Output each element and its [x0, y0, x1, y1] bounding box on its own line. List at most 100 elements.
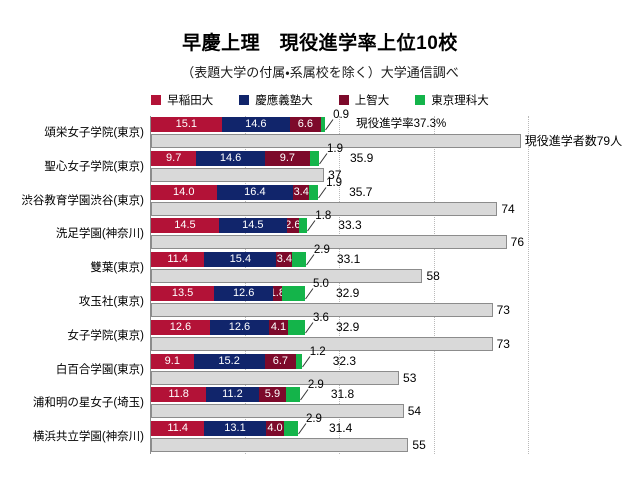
count-bar — [151, 404, 404, 419]
stacked-percent-bar: 11.8 11.2 5.9 — [151, 387, 300, 403]
legend-label: 東京理科大 — [431, 95, 489, 107]
segment-value-label: 9.7 — [166, 151, 182, 164]
stacked-percent-bar: 12.6 12.6 4.1 — [151, 319, 305, 335]
segment-value-label: 3.4 — [276, 253, 292, 266]
legend-entry: 東京理科大 — [415, 92, 489, 108]
row-total-label: 現役進学率37.3% — [356, 118, 447, 130]
segment-value-callout: 1.2 — [309, 345, 326, 358]
row-category-label: 渋谷教育学園渋谷(東京) — [21, 194, 144, 207]
stacked-percent-bar: 14.0 16.4 3.4 — [151, 184, 319, 200]
row-category-label: 洗足学園(神奈川) — [55, 228, 144, 241]
bar-segment: 1.8 — [273, 286, 282, 301]
segment-value-callout: 1.9 — [327, 142, 343, 155]
callout-leader-line — [305, 321, 314, 334]
segment-value-label: 14.0 — [173, 185, 195, 198]
count-value-label: 55 — [412, 438, 426, 453]
legend-label: 上智大 — [354, 95, 390, 107]
segment-value-label: 14.6 — [219, 151, 242, 164]
plot-area: 頌栄女子学院(東京) 15.1 14.6 6.6 0.9 現役進学率37.3% 現役進学者数… — [21, 109, 622, 454]
count-bar — [151, 269, 423, 284]
stacked-percent-bar: 9.7 14.6 9.7 — [151, 150, 319, 166]
bar-segment: 15.1 — [151, 117, 222, 132]
count-bar — [151, 134, 521, 148]
segment-value-callout: 2.9 — [305, 413, 322, 426]
bar-segment: 6.6 — [289, 117, 321, 132]
segment-value-label: 6.6 — [297, 118, 314, 130]
bar-segment: 11.4 — [151, 252, 205, 268]
count-value-label: 76 — [510, 235, 525, 250]
gridline-60 — [433, 116, 435, 454]
segment-value-callout: 2.9 — [307, 379, 324, 392]
bar-segment: 6.7 — [264, 353, 297, 369]
bar-segment — [320, 117, 326, 132]
bar-segment — [296, 353, 302, 369]
count-bar — [151, 201, 498, 216]
bar-segment: 11.4 — [151, 421, 205, 437]
legend-entry: 上智大 — [338, 92, 390, 108]
row-total-label: 32.9 — [335, 286, 360, 300]
segment-value-label: 16.4 — [244, 185, 266, 198]
segment-value-label: 1.8 — [273, 287, 281, 299]
row-category-label: 雙葉(東京) — [90, 262, 144, 275]
segment-value-callout: 1.8 — [315, 210, 332, 223]
row-category-label: 横浜共立学園(神奈川) — [32, 431, 144, 444]
value-axis-line — [150, 116, 151, 454]
chart-row: 雙葉(東京) 11.4 15.4 3.4 2.9 33.1 58 — [90, 245, 528, 285]
segment-value-label: 11.4 — [167, 422, 188, 435]
callout-leader-line — [305, 253, 315, 266]
chart-row: 頌栄女子学院(東京) 15.1 14.6 6.6 0.9 現役進学率37.3% 現役進学者数… — [44, 109, 622, 150]
count-bar — [151, 438, 409, 453]
gridline-80 — [528, 116, 529, 454]
row-total-label: 32.9 — [335, 319, 360, 334]
row-category-label: 頌栄女子学院(東京) — [44, 127, 144, 139]
bar-segment: 4.0 — [265, 421, 285, 437]
bar-segment — [292, 252, 306, 268]
bar-segment: 13.1 — [204, 421, 266, 437]
bar-segment — [288, 319, 305, 335]
segment-value-label: 2.6 — [286, 219, 299, 232]
row-total-label: 33.1 — [336, 252, 361, 267]
segment-value-label: 13.5 — [171, 287, 194, 299]
bar-segment: 2.6 — [286, 218, 299, 234]
chart-row: 浦和明の星女子(埼玉) 11.8 11.2 5.9 2.9 31.8 54 — [33, 380, 528, 420]
row-total-label: 32.3 — [332, 353, 357, 368]
callout-leader-line — [307, 219, 316, 232]
chart-row: 渋谷教育学園渋谷(東京) 14.0 16.4 3.4 1.9 35.7 74 — [21, 177, 528, 218]
segment-value-label: 6.7 — [272, 354, 289, 367]
stacked-percent-bar: 11.4 13.1 4.0 — [151, 421, 298, 437]
segment-value-label: 15.4 — [229, 253, 252, 266]
segment-value-label: 12.6 — [169, 320, 192, 333]
bar-segment: 3.4 — [276, 252, 293, 268]
callout-leader-line — [301, 355, 311, 367]
bar-segment: 13.5 — [151, 286, 215, 301]
bar-segment: 14.6 — [221, 117, 290, 132]
row-category-label: 攻玉社(東京) — [78, 296, 144, 308]
bar-segment: 5.9 — [258, 387, 287, 403]
chart-row: 聖心女子学院(東京) 9.7 14.6 9.7 1.9 35.9 37 — [44, 143, 528, 184]
bar-segment — [284, 421, 298, 437]
count-value-label: 73 — [496, 303, 510, 317]
stacked-percent-bar: 14.5 14.5 2.6 — [151, 218, 308, 234]
legend-entry: 早稲田大 — [151, 92, 213, 108]
bar-segment: 11.8 — [151, 387, 207, 403]
segment-value-callout: 1.9 — [326, 176, 343, 189]
segment-value-label: 5.9 — [264, 388, 281, 401]
count-value-label: 53 — [403, 370, 417, 385]
bar-segment: 9.1 — [151, 353, 194, 369]
segment-value-callout: 0.9 — [333, 109, 350, 121]
chart-row: 横浜共立学園(神奈川) 11.4 13.1 4.0 2.9 31.4 55 — [33, 414, 528, 454]
bar-segment: 14.5 — [151, 218, 219, 234]
row-total-label: 35.9 — [350, 150, 374, 165]
segment-value-label: 4.1 — [270, 320, 287, 333]
segment-value-label: 14.5 — [174, 219, 196, 232]
segment-value-callout: 3.6 — [312, 311, 329, 324]
segment-value-label: 11.8 — [168, 388, 189, 401]
bar-segment: 14.0 — [151, 184, 217, 200]
count-value-label: 37 — [328, 167, 342, 182]
segment-value-callout: 5.0 — [312, 278, 329, 290]
segment-value-label: 9.7 — [279, 151, 296, 164]
segment-value-label: 11.4 — [167, 253, 188, 266]
count-value-label: 73 — [496, 336, 510, 351]
callout-leader-line — [299, 388, 309, 401]
